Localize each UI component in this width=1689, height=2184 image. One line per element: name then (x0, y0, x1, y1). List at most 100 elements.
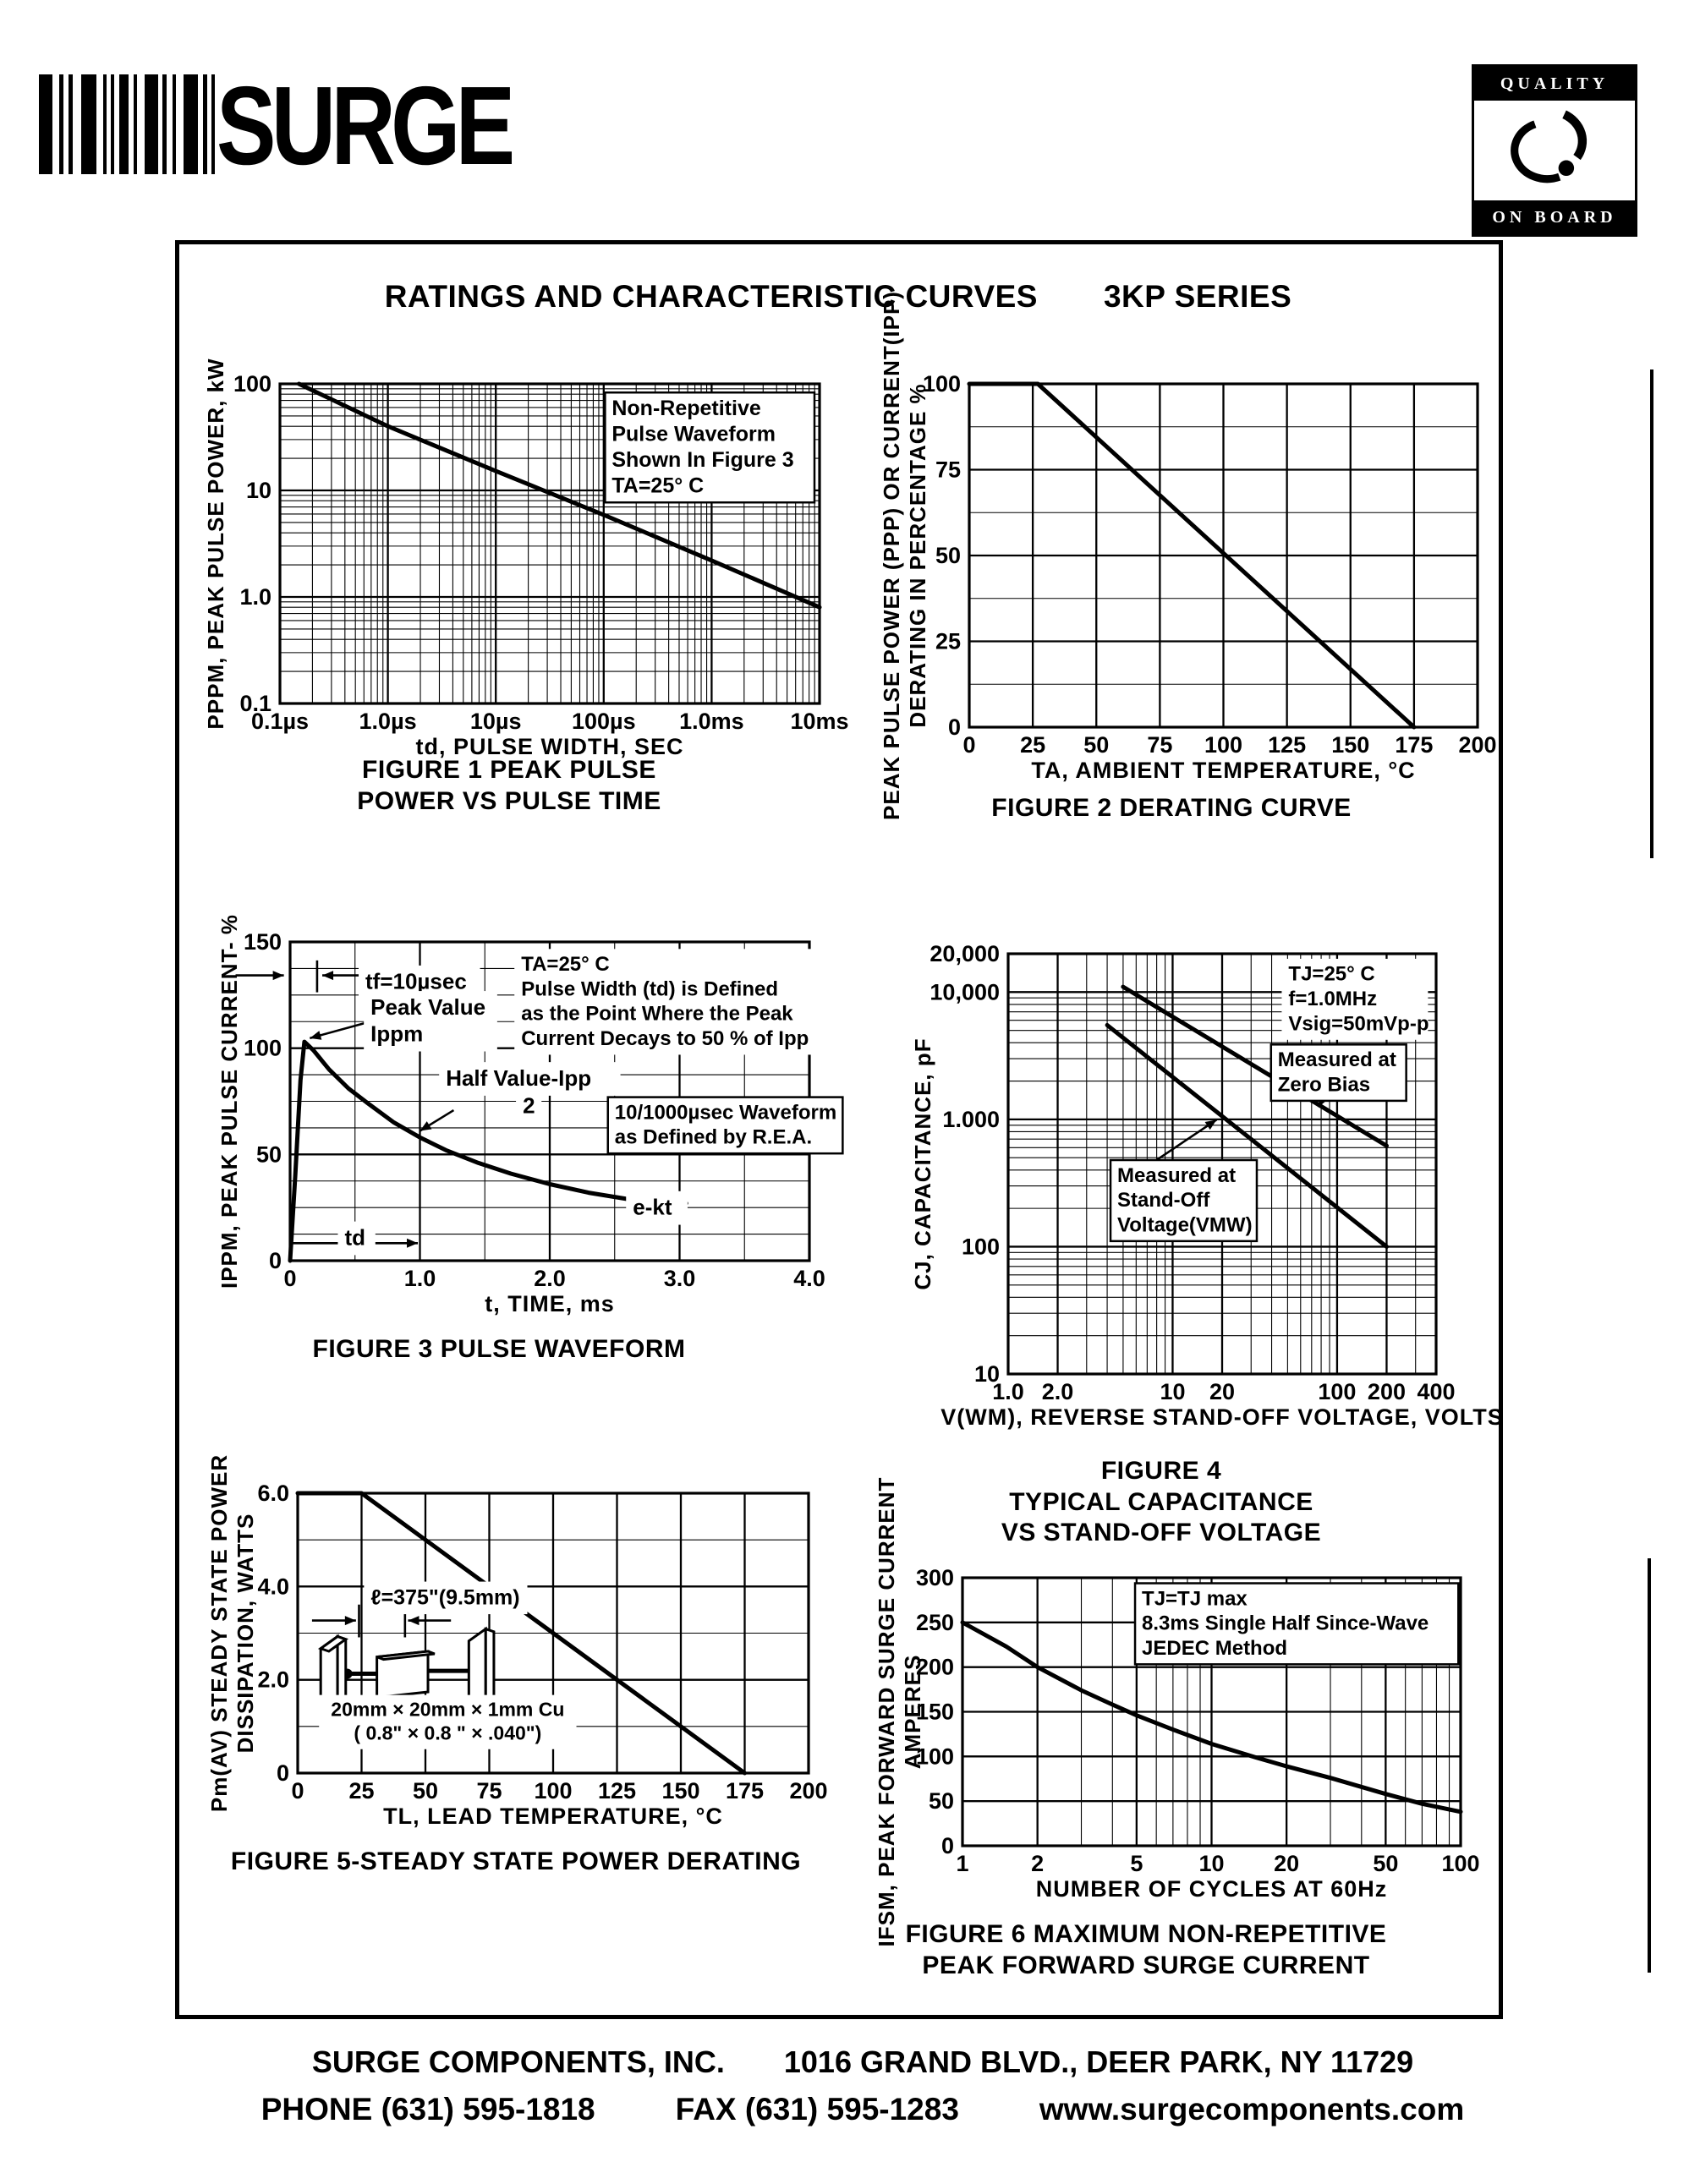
svg-text:50: 50 (413, 1778, 438, 1804)
svg-text:250: 250 (916, 1610, 954, 1635)
svg-text:10/1000µsec Waveform: 10/1000µsec Waveform (615, 1101, 836, 1124)
footer-fax: FAX (631) 595-1283 (675, 2092, 959, 2127)
svg-text:2: 2 (523, 1093, 535, 1119)
svg-text:Ippm: Ippm (370, 1021, 423, 1046)
content-border (175, 240, 1503, 2019)
svg-text:100: 100 (233, 371, 271, 397)
footer-phone: PHONE (631) 595-1818 (260, 2092, 595, 2127)
svg-text:CJ, CAPACITANCE, pF: CJ, CAPACITANCE, pF (910, 1037, 935, 1289)
series-title: 3KP SERIES (1103, 279, 1292, 314)
svg-text:2.0: 2.0 (534, 1266, 566, 1291)
quality-badge-top-label: QUALITY (1474, 67, 1635, 101)
footer-website: www.surgecomponents.com (1039, 2092, 1465, 2127)
svg-text:PPPM, PEAK PULSE POWER, kW: PPPM, PEAK PULSE POWER, kW (203, 358, 228, 729)
svg-text:Measured at: Measured at (1278, 1048, 1396, 1071)
footer: SURGE COMPONENTS, INC. 1016 GRAND BLVD.,… (110, 2044, 1615, 2127)
svg-text:100: 100 (916, 1743, 954, 1769)
scan-artifact-line (1650, 369, 1653, 858)
svg-text:TA=25° C: TA=25° C (521, 953, 610, 976)
svg-text:0.1: 0.1 (239, 691, 271, 716)
svg-text:PEAK PULSE POWER (PPP) OR CURR: PEAK PULSE POWER (PPP) OR CURRENT(IPP) (879, 291, 904, 820)
svg-text:TJ=25° C: TJ=25° C (1288, 963, 1374, 986)
svg-text:100: 100 (244, 1036, 282, 1061)
svg-text:1.0: 1.0 (404, 1266, 436, 1291)
svg-text:AMPERES: AMPERES (900, 1655, 925, 1770)
svg-text:tf=10µsec: tf=10µsec (365, 969, 467, 994)
svg-text:4.0: 4.0 (257, 1574, 289, 1599)
svg-text:175: 175 (1395, 732, 1433, 758)
svg-text:as the Point Where the Peak: as the Point Where the Peak (521, 1003, 793, 1026)
svg-text:10: 10 (246, 478, 271, 503)
figure-5-caption: FIGURE 5-STEADY STATE POWER DERATING (230, 1847, 802, 1875)
svg-text:10µs: 10µs (470, 709, 522, 734)
svg-text:25: 25 (935, 629, 961, 654)
svg-text:150: 150 (916, 1700, 954, 1725)
svg-text:125: 125 (598, 1778, 636, 1804)
svg-text:100: 100 (962, 1234, 1000, 1259)
svg-text:Pm(AV) STEADY STATE POWER: Pm(AV) STEADY STATE POWER (206, 1454, 232, 1812)
svg-text:10: 10 (1160, 1379, 1185, 1404)
svg-text:4.0: 4.0 (793, 1266, 825, 1291)
svg-text:300: 300 (916, 1565, 954, 1590)
svg-text:1.0ms: 1.0ms (679, 709, 744, 734)
quality-swoosh-icon (1474, 101, 1635, 200)
svg-text:2.0: 2.0 (257, 1667, 289, 1693)
svg-text:175: 175 (726, 1778, 764, 1804)
svg-text:125: 125 (1268, 732, 1306, 758)
svg-text:75: 75 (476, 1778, 502, 1804)
svg-text:0: 0 (269, 1248, 282, 1273)
svg-text:50: 50 (929, 1788, 954, 1814)
svg-text:150: 150 (1331, 732, 1369, 758)
svg-text:Zero Bias: Zero Bias (1278, 1073, 1370, 1096)
svg-text:DERATING IN PERCENTAGE %: DERATING IN PERCENTAGE % (905, 383, 930, 727)
svg-text:Shown In Figure 3: Shown In Figure 3 (611, 448, 793, 472)
svg-text:0: 0 (291, 1778, 304, 1804)
svg-text:1.0: 1.0 (239, 584, 271, 610)
figure-5-power-derating-chart: 0 25 50 75 100 125 150 175 200 0 2.0 4.0 6.0 TL, LEAD… (206, 1454, 828, 1829)
footer-company: SURGE COMPONENTS, INC. (311, 2044, 725, 2079)
svg-text:JEDEC Method: JEDEC Method (1142, 1637, 1287, 1660)
svg-text:50: 50 (1083, 732, 1109, 758)
svg-text:TJ=TJ max: TJ=TJ max (1142, 1587, 1248, 1610)
svg-text:10,000: 10,000 (929, 979, 1000, 1004)
svg-text:IFSM, PEAK FORWARD SURGE CURRE: IFSM, PEAK FORWARD SURGE CURRENT (874, 1477, 899, 1947)
page-title-row: RATINGS AND CHARACTERISTIC CURVES 3KP SE… (175, 279, 1501, 315)
svg-text:20: 20 (1274, 1851, 1299, 1876)
svg-text:Non-Repetitive: Non-Repetitive (611, 397, 761, 420)
svg-text:( 0.8" × 0.8 " × .040"): ( 0.8" × 0.8 " × .040") (354, 1722, 541, 1744)
svg-text:IPPM, PEAK PULSE CURRENT- %: IPPM, PEAK PULSE CURRENT- % (217, 914, 242, 1289)
svg-text:0.1µs: 0.1µs (251, 709, 309, 734)
svg-text:2.0: 2.0 (1042, 1379, 1074, 1404)
figure-6-surge-current-chart: 1 2 5 10 20 50 100 0 50 100 150 200 250 300 NUMBER OF … (874, 1477, 1480, 1947)
svg-text:25: 25 (348, 1778, 374, 1804)
svg-text:200: 200 (1458, 732, 1496, 758)
svg-text:100: 100 (1204, 732, 1242, 758)
svg-text:100: 100 (534, 1778, 572, 1804)
svg-text:Vsig=50mVp-p: Vsig=50mVp-p (1288, 1012, 1429, 1035)
svg-text:25: 25 (1020, 732, 1045, 758)
svg-text:50: 50 (935, 543, 961, 568)
figure-2-caption: FIGURE 2 DERATING CURVE (991, 794, 1352, 822)
scan-artifact-line (1648, 1558, 1651, 1973)
svg-text:3.0: 3.0 (664, 1266, 696, 1291)
svg-text:TA, AMBIENT TEMPERATURE, °C: TA, AMBIENT TEMPERATURE, °C (1031, 758, 1415, 783)
logo-text: SURGE (217, 63, 515, 189)
svg-text:1.0µs: 1.0µs (359, 709, 417, 734)
svg-text:e-kt: e-kt (633, 1195, 672, 1220)
svg-text:Pulse Waveform: Pulse Waveform (611, 422, 776, 446)
svg-text:Current Decays to 50 % of Ipp: Current Decays to 50 % of Ipp (521, 1027, 809, 1050)
svg-text:Half Value-Ipp: Half Value-Ipp (446, 1065, 591, 1091)
svg-text:10: 10 (974, 1361, 1000, 1387)
svg-text:NUMBER OF CYCLES AT 60Hz: NUMBER OF CYCLES AT 60Hz (1036, 1876, 1388, 1902)
figure-6-caption: FIGURE 6 MAXIMUM NON-REPETITIVE PEAK FOR… (905, 1920, 1387, 1979)
figure-1-caption: FIGURE 1 PEAK PULSE POWER VS PULSE TIME (357, 756, 661, 815)
svg-text:ℓ=375"(9.5mm): ℓ=375"(9.5mm) (370, 1585, 519, 1609)
svg-text:75: 75 (1147, 732, 1172, 758)
logo-barcode-icon (39, 74, 215, 174)
footer-address: 1016 GRAND BLVD., DEER PARK, NY 11729 (783, 2044, 1414, 2079)
svg-text:0: 0 (948, 714, 961, 740)
svg-text:as Defined by R.E.A.: as Defined by R.E.A. (615, 1126, 812, 1149)
svg-text:2: 2 (1031, 1851, 1044, 1876)
